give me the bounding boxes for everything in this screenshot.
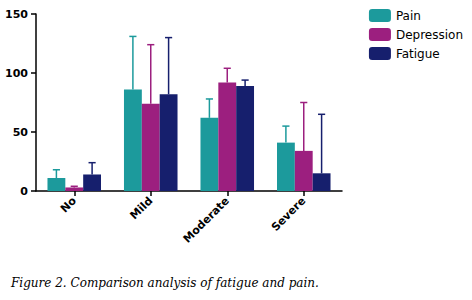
svg-text:Pain: Pain bbox=[396, 9, 421, 23]
svg-text:No: No bbox=[58, 194, 79, 215]
svg-text:100: 100 bbox=[5, 67, 28, 80]
svg-text:Moderate: Moderate bbox=[181, 194, 232, 245]
svg-text:50: 50 bbox=[13, 126, 29, 139]
svg-text:Figure 2. Comparison analysis: Figure 2. Comparison analysis of fatigue… bbox=[10, 276, 319, 290]
svg-text:0: 0 bbox=[20, 185, 28, 198]
svg-text:Depression: Depression bbox=[396, 28, 463, 42]
svg-text:Fatigue: Fatigue bbox=[396, 47, 440, 61]
svg-text:150: 150 bbox=[5, 8, 28, 21]
svg-text:Severe: Severe bbox=[269, 194, 308, 233]
svg-text:Mild: Mild bbox=[128, 194, 156, 222]
